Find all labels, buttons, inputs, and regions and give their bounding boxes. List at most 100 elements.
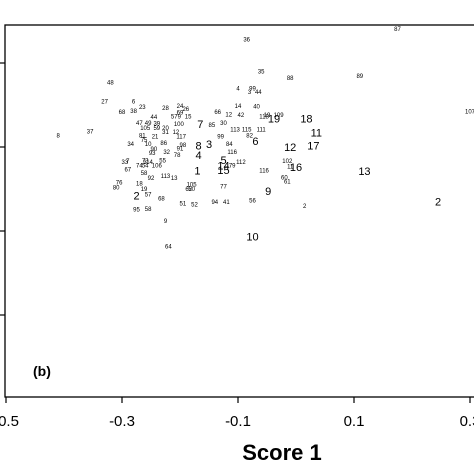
sample-point-label: 91 (177, 146, 184, 152)
cluster-point-label: 14 (217, 161, 229, 173)
sample-point-label: 118 (259, 114, 269, 120)
sample-point-label: 86 (160, 141, 167, 147)
sample-point-label: 33 (122, 160, 129, 166)
sample-point-label: 11 (287, 164, 294, 170)
sample-point-label: 39 (153, 122, 160, 128)
sample-point-label: 34 (127, 142, 134, 148)
sample-point-label: 14 (235, 104, 242, 110)
sample-point-label: 35 (258, 70, 265, 76)
x-tick-label: 0.1 (344, 413, 365, 430)
sample-point-label: 80 (113, 186, 120, 192)
cluster-point-label: 19 (268, 114, 280, 126)
sample-point-label: 111 (257, 128, 267, 134)
cluster-point-label: 15 (217, 165, 229, 177)
sample-point-label: 15 (185, 114, 192, 120)
cluster-point-label: 2 (133, 190, 139, 202)
cluster-point-label: 13 (358, 166, 370, 178)
sample-point-label: 109 (274, 113, 285, 119)
x-axis-label: Score 1 (242, 440, 322, 465)
cluster-point-label: 8 (195, 141, 201, 153)
sample-point-label: 42 (238, 113, 245, 119)
x-axis-ticks: -0.5 -0.3 -0.1 0.1 0.3 (0, 397, 474, 430)
cluster-point-label: 7 (197, 119, 203, 131)
sample-point-label: 12 (173, 130, 180, 136)
sample-point-label: 18 (136, 181, 143, 187)
sample-point-label: 112 (236, 160, 246, 166)
sample-point-label: 77 (220, 185, 227, 191)
sample-point-label: 92 (148, 176, 155, 182)
sample-point-label: 579 (171, 114, 182, 120)
sample-point-label: 47 (136, 121, 143, 127)
sample-point-label: 90 (151, 147, 158, 153)
cluster-point-label: 17 (307, 141, 319, 153)
sample-point-label: 88 (287, 76, 294, 82)
sample-point-label: 4 (236, 87, 240, 93)
sample-point-label: 93 (149, 151, 156, 157)
cluster-point-label: 2 (435, 197, 441, 209)
sample-point-label: 76 (116, 180, 123, 186)
sample-point-label: 36 (243, 38, 250, 44)
x-tick-label: -0.1 (225, 413, 251, 430)
sample-point-label: 82 (246, 134, 253, 140)
sample-point-label: 23 (139, 105, 146, 111)
sample-point-label: 99 (249, 87, 256, 93)
cluster-point-label: 16 (290, 162, 302, 174)
sample-point-label: 69 (177, 111, 184, 117)
cluster-point-label: 5 (220, 155, 226, 167)
sample-point-label: 98 (180, 143, 187, 149)
sample-point-label: 87 (394, 27, 401, 33)
sample-point-label: 26 (182, 107, 189, 113)
sample-point-label: 24 (177, 104, 184, 110)
sample-point-label: 85 (209, 123, 216, 129)
sample-point-label: 2 (303, 204, 307, 210)
sample-point-label: 56 (249, 198, 256, 204)
cluster-point-label: 11 (311, 128, 322, 140)
sample-point-label: 58 (145, 207, 152, 213)
sample-point-label: 12 (225, 112, 232, 118)
sample-point-label: 78 (174, 153, 181, 159)
sample-point-label: 37 (87, 129, 94, 135)
sample-point-label: 100 (174, 122, 185, 128)
sample-point-label: 9 (164, 219, 168, 225)
sample-point-label: 44 (255, 90, 262, 96)
cluster-point-label: 4 (195, 150, 201, 162)
sample-point-label: 27 (101, 100, 108, 106)
sample-point-label: 115 (242, 128, 252, 134)
sample-point-label: 68 (158, 197, 165, 203)
sample-point-label: 60 (281, 175, 288, 181)
sample-point-label: 51 (180, 202, 187, 208)
sample-point-label: 105 (140, 126, 151, 132)
sample-point-label: 66 (214, 110, 221, 116)
x-tick-label: -0.5 (0, 413, 19, 430)
sample-point-label: 89 (356, 74, 363, 80)
sample-point-label: 95 (133, 208, 140, 214)
sample-point-label: 61 (284, 180, 291, 186)
sample-point-label: 75 (141, 138, 148, 144)
sample-point-label: 52 (191, 203, 198, 209)
sample-point-label: 13 (171, 176, 178, 182)
cluster-point-label: 12 (284, 142, 296, 154)
sample-point-label: 94 (211, 200, 218, 206)
sample-point-label: 67 (124, 168, 131, 174)
sample-point-label: 20 (162, 126, 169, 132)
sample-point-label: 48 (107, 80, 114, 86)
cluster-point-label: 1 (194, 166, 200, 178)
sample-point-label: 58 (141, 171, 148, 177)
sample-point-label: 113 (230, 128, 240, 134)
cluster-point-label: 10 (246, 232, 258, 244)
sample-point-label: 38 (130, 109, 137, 115)
y-axis-ticks (0, 62, 5, 316)
cluster-point-label: 3 (206, 139, 212, 151)
sample-point-label: 84 (226, 142, 233, 148)
sample-point-label: 19 (264, 113, 271, 119)
sample-point-label: 113 (161, 174, 171, 180)
sample-point-label: 40 (253, 105, 260, 111)
x-tick-label: 0.3 (460, 413, 474, 430)
sample-point-label: 117 (176, 134, 186, 140)
sample-point-label: 79 (229, 163, 236, 169)
sample-point-label: 32 (163, 150, 170, 156)
sample-point-label: 8 (57, 134, 61, 140)
sample-point-label: 106 (152, 163, 163, 169)
sample-point-label: 116 (259, 169, 269, 175)
